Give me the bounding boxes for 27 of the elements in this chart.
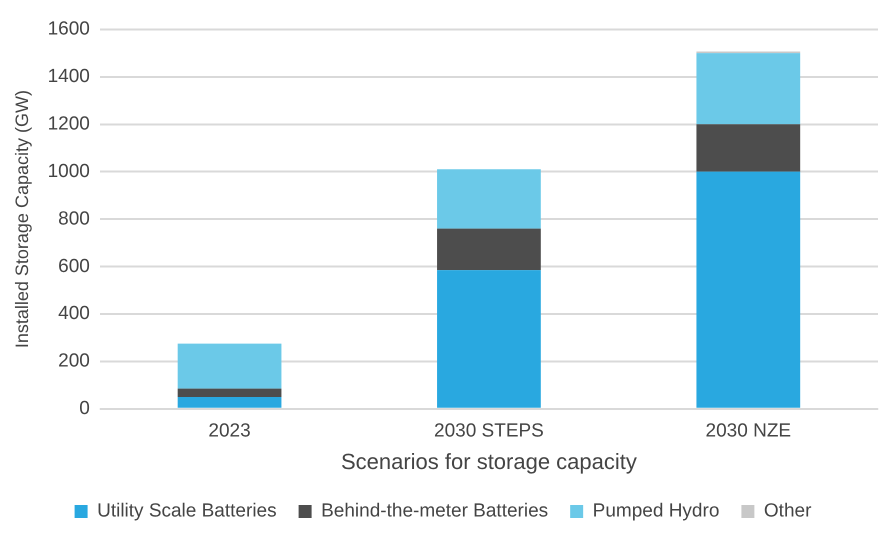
bar	[437, 228, 541, 270]
y-tick-label: 1400	[48, 66, 90, 88]
x-axis-title: Scenarios for storage capacity	[340, 448, 637, 474]
y-tick-label: 1000	[48, 160, 90, 182]
y-axis-title: Installed Storage Capacity (GW)	[12, 90, 32, 348]
y-tick-label: 600	[58, 256, 90, 277]
y-tick-label: 1600	[48, 18, 90, 40]
x-tick-label: 2030 STEPS	[434, 420, 544, 442]
legend-label: Pumped Hydro	[592, 500, 720, 522]
legend-label: Other	[764, 500, 812, 522]
bar	[437, 169, 541, 229]
bar	[696, 53, 800, 124]
bar	[696, 124, 800, 172]
y-tick-label: 1200	[48, 113, 90, 134]
x-tick-label: 2023	[208, 420, 251, 442]
bar	[437, 270, 541, 408]
y-tick-label: 0	[79, 398, 90, 420]
x-tick-label: 2030 NZE	[706, 420, 792, 442]
y-tick-label: 200	[58, 350, 90, 372]
bar	[178, 344, 282, 389]
bar	[178, 388, 282, 397]
legend-label: Behind-the-meter Batteries	[321, 500, 548, 522]
y-tick-label: 400	[58, 303, 90, 324]
bar	[696, 172, 800, 408]
y-tick-label: 800	[58, 208, 90, 230]
bar	[178, 396, 282, 408]
legend-label: Utility Scale Batteries	[97, 500, 277, 522]
